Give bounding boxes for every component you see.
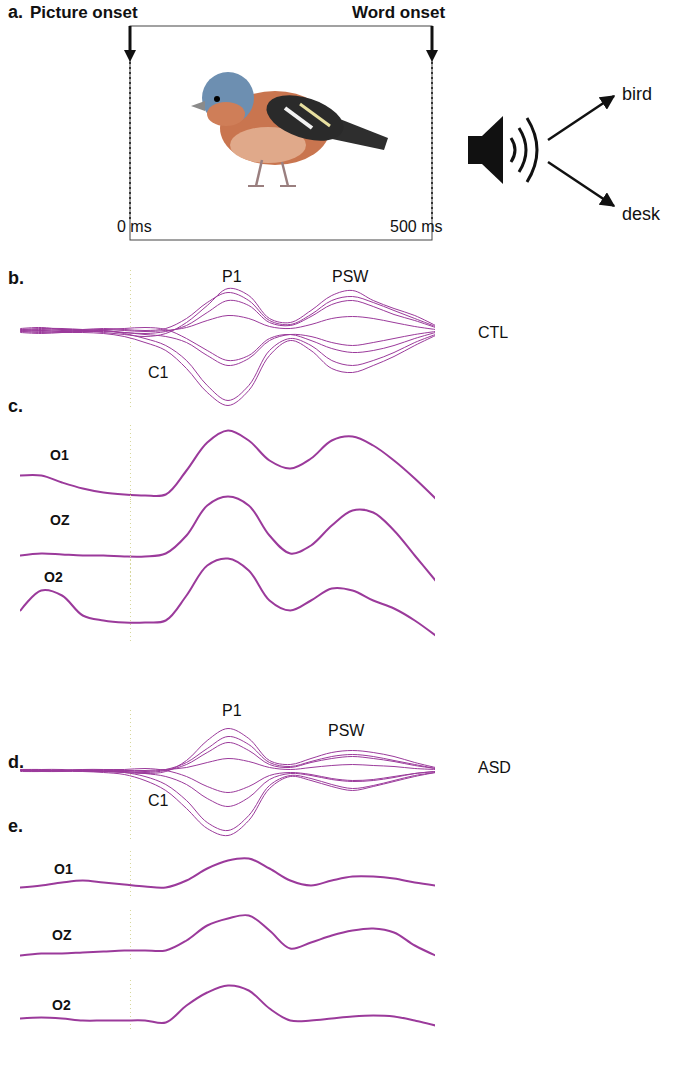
svg-text:b.: b.: [8, 268, 24, 288]
svg-text:Word onset: Word onset: [352, 3, 446, 22]
svg-text:0 ms: 0 ms: [117, 218, 152, 235]
svg-text:desk: desk: [622, 204, 661, 224]
svg-text:P1: P1: [222, 268, 242, 285]
svg-text:C1: C1: [148, 364, 169, 381]
svg-text:OZ: OZ: [52, 927, 72, 943]
svg-text:O2: O2: [44, 569, 63, 585]
svg-text:PSW: PSW: [332, 268, 369, 285]
svg-text:ASD: ASD: [478, 759, 511, 776]
svg-text:O1: O1: [50, 447, 69, 463]
svg-text:a.: a.: [8, 2, 23, 22]
svg-text:d.: d.: [8, 752, 24, 772]
svg-text:CTL: CTL: [478, 324, 508, 341]
svg-text:O2: O2: [52, 997, 71, 1013]
svg-text:PSW: PSW: [328, 722, 365, 739]
svg-text:Picture onset: Picture onset: [30, 3, 138, 22]
svg-text:O1: O1: [54, 861, 73, 877]
svg-text:bird: bird: [622, 84, 652, 104]
svg-text:e.: e.: [8, 816, 23, 836]
svg-text:500 ms: 500 ms: [390, 218, 442, 235]
svg-text:OZ: OZ: [50, 512, 70, 528]
svg-text:P1: P1: [222, 702, 242, 719]
svg-text:c.: c.: [8, 396, 23, 416]
svg-text:C1: C1: [148, 792, 169, 809]
